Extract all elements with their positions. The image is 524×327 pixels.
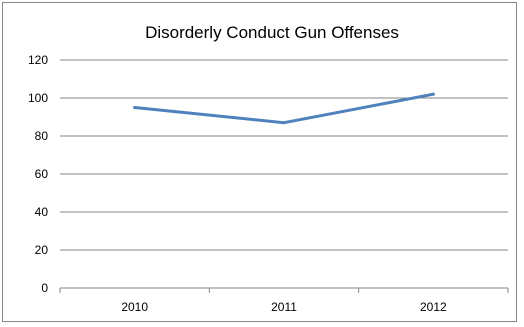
y-tick-label-120: 120 [28, 53, 48, 67]
x-axis [59, 287, 509, 293]
y-tick-label-20: 20 [35, 243, 49, 257]
y-tick-label-80: 80 [35, 129, 49, 143]
x-tick-label-2012: 2012 [420, 300, 447, 314]
x-tick-label-2011: 2011 [271, 300, 297, 314]
y-tick-label-40: 40 [35, 205, 49, 219]
chart-area [2, 2, 517, 322]
data-point-2010 [133, 106, 137, 109]
data-point-2011 [282, 121, 286, 125]
data-point-2012 [431, 92, 435, 96]
x-axis-tick-labels: 2010 2011 2012 [121, 300, 447, 314]
y-tick-label-60: 60 [35, 167, 49, 181]
series-group [133, 92, 435, 125]
y-tick-label-0: 0 [41, 281, 48, 295]
y-tick-label-100: 100 [28, 91, 48, 105]
y-axis-tick-labels: 0 20 40 60 80 100 120 [28, 53, 48, 295]
chart-title: Disorderly Conduct Gun Offenses [145, 23, 399, 42]
x-tick-label-2010: 2010 [121, 300, 148, 314]
gridlines [60, 59, 508, 251]
